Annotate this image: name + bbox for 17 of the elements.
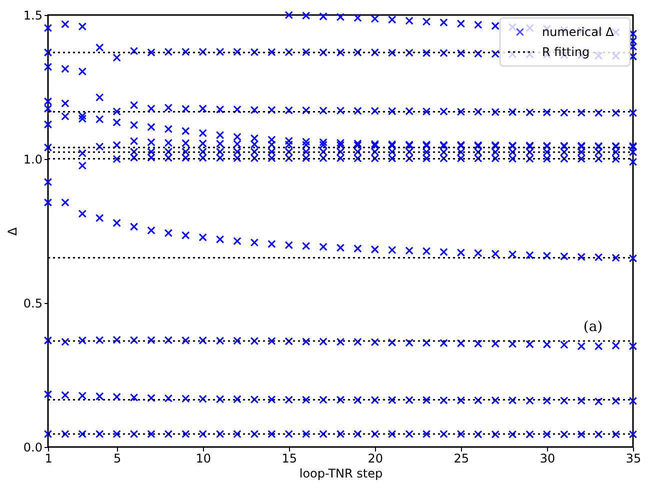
- legend-label: numerical Δ: [542, 25, 615, 39]
- x-axis-title: loop-TNR step: [299, 466, 383, 480]
- x-tick-label: 30: [540, 452, 556, 466]
- y-axis-title: Δ: [5, 226, 20, 236]
- annotation: (a): [583, 319, 603, 335]
- x-tick-label: 1: [44, 452, 52, 466]
- y-tick-label: 0.5: [23, 296, 42, 310]
- y-tick-label: 1.0: [23, 152, 42, 166]
- x-tick-label: 15: [282, 452, 298, 466]
- y-tick-label: 1.5: [23, 8, 42, 22]
- y-tick-label: 0.0: [23, 440, 42, 454]
- x-tick-label: 25: [454, 452, 470, 466]
- x-tick-label: 20: [368, 452, 384, 466]
- x-tick-label: 10: [196, 452, 211, 466]
- legend-label: R fitting: [542, 45, 590, 59]
- x-tick-label: 35: [626, 452, 642, 466]
- x-tick-label: 5: [114, 452, 122, 466]
